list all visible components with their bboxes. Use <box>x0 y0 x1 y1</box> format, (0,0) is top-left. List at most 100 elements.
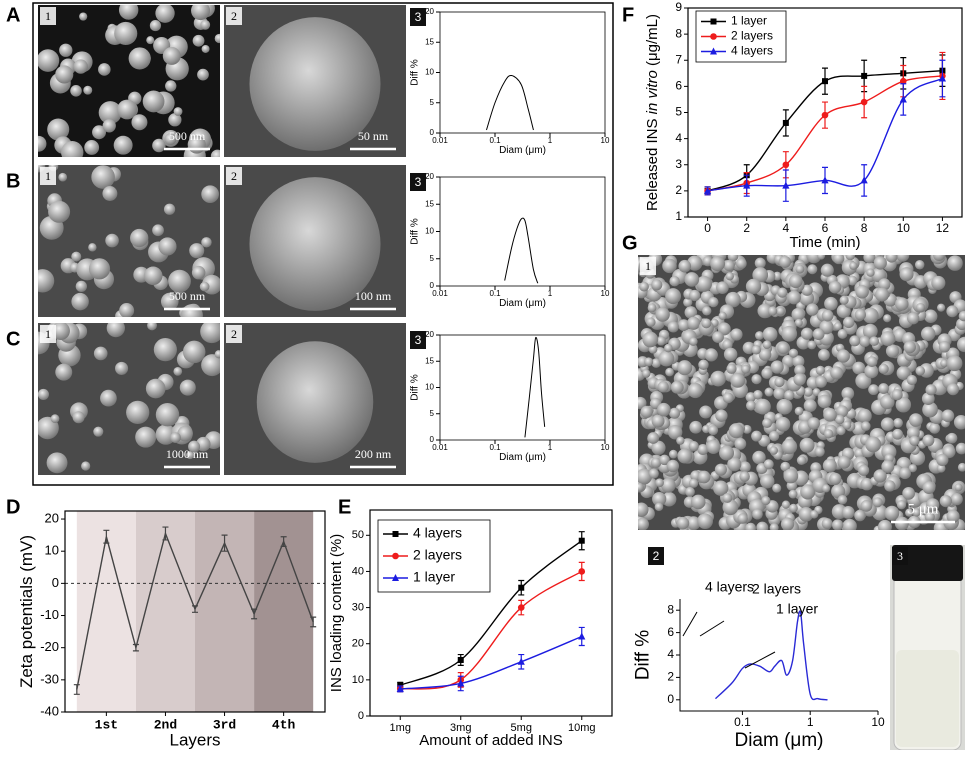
chart-label: 3 <box>415 10 422 24</box>
particle <box>800 327 814 340</box>
particle <box>880 417 895 431</box>
x-tick-label: 10mg <box>568 722 596 734</box>
y-tick-label: 10 <box>352 674 364 686</box>
micrograph <box>890 545 965 750</box>
x-tick-label: 0.1 <box>734 715 751 729</box>
particle <box>102 186 118 201</box>
particle <box>767 306 778 316</box>
x-tick-label: 0.01 <box>432 443 448 452</box>
particle <box>683 297 693 308</box>
particle <box>777 287 788 298</box>
plot-frame <box>369 509 613 717</box>
x-tick-label: 10 <box>897 221 911 235</box>
x-axis-label: Diam (μm) <box>734 730 823 751</box>
particle <box>655 478 664 488</box>
particle <box>769 446 779 455</box>
particle <box>170 432 181 443</box>
particle <box>249 177 381 311</box>
legend-label: 1 layer <box>731 14 767 28</box>
particle <box>908 413 923 427</box>
particle <box>647 303 657 313</box>
particle <box>657 381 669 393</box>
particle <box>651 358 661 368</box>
particle <box>891 389 903 401</box>
particle <box>884 480 896 492</box>
particle <box>794 318 803 327</box>
particle <box>781 438 798 455</box>
y-tick-label: 1 <box>675 209 682 223</box>
panel-letter: B <box>6 170 20 192</box>
particle <box>684 306 698 319</box>
particle <box>684 272 700 287</box>
particle <box>723 259 735 272</box>
particle <box>821 309 834 322</box>
particle <box>895 516 909 530</box>
particle <box>51 323 70 341</box>
particle <box>667 425 683 440</box>
particle <box>81 461 91 471</box>
x-axis-label: Diam (μm) <box>499 452 546 463</box>
particle <box>105 233 119 248</box>
y-tick-label: 40 <box>352 565 364 577</box>
error-bar <box>73 684 80 695</box>
image-label: 1 <box>45 9 51 23</box>
particle <box>651 440 666 455</box>
particle <box>914 260 925 270</box>
particle <box>689 478 699 488</box>
particle <box>722 499 739 516</box>
particle <box>710 370 726 387</box>
particle <box>727 255 739 262</box>
y-tick-label: -30 <box>40 671 59 686</box>
particle <box>197 68 209 81</box>
image-label: 2 <box>231 327 237 341</box>
particle <box>755 331 764 340</box>
particle <box>946 305 959 318</box>
particle <box>777 342 790 355</box>
y-tick-label: 10 <box>425 227 434 236</box>
particle <box>762 418 773 429</box>
particle <box>728 423 744 439</box>
particle <box>896 500 907 510</box>
particle <box>152 138 166 153</box>
particle <box>896 366 911 380</box>
particle <box>180 304 203 317</box>
particle <box>706 439 721 454</box>
particle <box>88 243 97 252</box>
particle <box>902 487 916 500</box>
y-tick-label: 5 <box>675 105 682 119</box>
particle <box>638 468 653 485</box>
y-tick-label: 2 <box>675 183 682 197</box>
particle <box>638 396 647 410</box>
particle <box>256 341 374 463</box>
particle <box>214 350 220 359</box>
particle <box>646 317 656 327</box>
y-axis-label: Zeta potentials (mV) <box>17 535 36 688</box>
image-label: 1 <box>645 259 651 273</box>
particle <box>922 481 936 495</box>
particle <box>793 373 806 386</box>
x-tick-label: 1 <box>807 715 814 729</box>
annotation-arrow <box>682 611 698 637</box>
particle <box>722 493 733 503</box>
x-axis-label: Layers <box>169 731 220 750</box>
particle <box>177 425 193 442</box>
panel-letter: F <box>622 4 634 26</box>
x-tick-label: 0.01 <box>432 289 448 298</box>
particle <box>100 389 117 407</box>
particle <box>210 149 220 157</box>
particle <box>702 306 712 316</box>
plot-frame <box>439 11 606 134</box>
particle <box>712 331 724 344</box>
x-tick-label: 2 <box>743 221 750 235</box>
particle <box>84 140 100 155</box>
particle <box>752 508 763 520</box>
particle <box>199 281 210 292</box>
particle <box>878 278 891 291</box>
particle <box>824 296 838 311</box>
particle <box>895 396 912 413</box>
particle <box>676 436 685 445</box>
marker <box>743 181 751 189</box>
particle <box>860 421 871 431</box>
particle <box>179 379 196 396</box>
